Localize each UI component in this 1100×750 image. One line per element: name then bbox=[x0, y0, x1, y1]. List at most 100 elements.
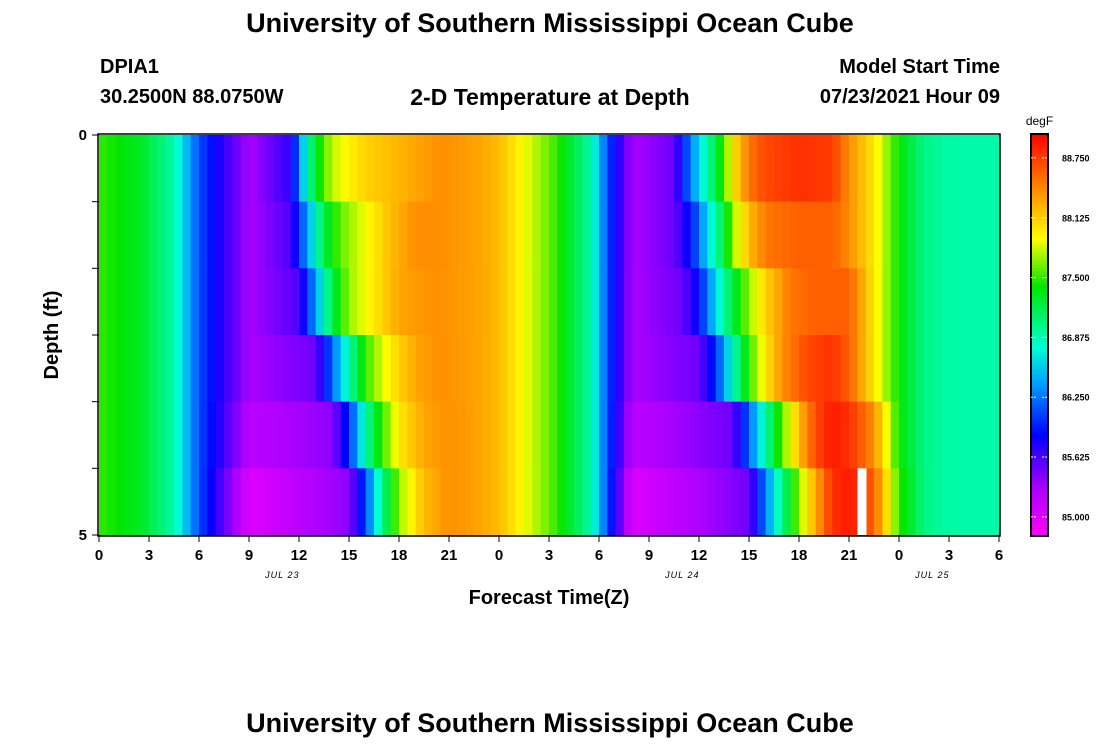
heat-cell bbox=[149, 135, 158, 203]
colorbar-swatch bbox=[1031, 201, 1048, 205]
heat-cell bbox=[207, 135, 217, 203]
heat-cell bbox=[957, 401, 967, 469]
colorbar-swatch bbox=[1031, 134, 1048, 138]
heat-cell bbox=[265, 268, 275, 336]
heat-cell bbox=[365, 268, 375, 336]
heat-cell bbox=[790, 401, 800, 469]
heat-cell bbox=[515, 135, 525, 203]
heat-cell bbox=[649, 335, 658, 403]
heat-cell bbox=[715, 268, 725, 336]
heat-cell bbox=[165, 401, 175, 469]
colorbar-swatch bbox=[1031, 237, 1048, 242]
colorbar-swatch bbox=[1031, 475, 1048, 480]
heat-cell bbox=[249, 335, 258, 403]
colorbar-swatch bbox=[1031, 469, 1048, 473]
heat-cell bbox=[365, 201, 375, 269]
heat-cell bbox=[399, 468, 408, 536]
heat-cell bbox=[449, 135, 458, 203]
colorbar-swatch bbox=[1031, 194, 1048, 199]
heat-cell bbox=[640, 135, 650, 203]
heat-cell bbox=[474, 468, 483, 536]
heat-cell bbox=[874, 201, 883, 269]
heat-cell bbox=[249, 135, 258, 203]
heat-cell bbox=[165, 335, 175, 403]
heat-cell bbox=[732, 268, 742, 336]
heat-cell bbox=[182, 468, 192, 536]
heat-cell bbox=[782, 468, 792, 536]
model-start-label: Model Start Time bbox=[839, 56, 1000, 78]
heat-cell bbox=[640, 268, 650, 336]
heat-cell bbox=[332, 468, 342, 536]
colorbar-swatch bbox=[1031, 522, 1048, 527]
heat-cell bbox=[115, 401, 125, 469]
heat-cell bbox=[940, 135, 950, 203]
heat-cell bbox=[774, 201, 783, 269]
colorbar-swatch bbox=[1031, 388, 1048, 393]
heat-cell bbox=[499, 468, 508, 536]
heat-cell bbox=[149, 335, 158, 403]
heat-cell bbox=[865, 468, 875, 536]
heat-cell bbox=[899, 335, 908, 403]
colorbar: degF 85.000 85.625 86.250 86.875 87.500 88.125… bbox=[1026, 114, 1090, 537]
heat-cell bbox=[924, 135, 933, 203]
heat-cell bbox=[532, 268, 542, 336]
heat-cell bbox=[724, 201, 733, 269]
heat-cell bbox=[182, 268, 192, 336]
heat-cell bbox=[274, 201, 283, 269]
heat-cell bbox=[799, 468, 808, 536]
heat-cell bbox=[932, 468, 942, 536]
x-tick-label: 15 bbox=[341, 547, 358, 564]
heat-cell bbox=[157, 268, 167, 336]
heat-cell bbox=[299, 335, 308, 403]
heat-cell bbox=[465, 335, 475, 403]
colorbar-swatch bbox=[1031, 395, 1048, 400]
heat-cell bbox=[440, 401, 450, 469]
colorbar-swatch bbox=[1031, 525, 1048, 530]
heat-cell bbox=[982, 335, 992, 403]
heat-cell bbox=[207, 335, 217, 403]
heat-cell bbox=[857, 335, 867, 403]
heat-cell bbox=[299, 201, 308, 269]
heat-cell bbox=[565, 135, 575, 203]
heat-cell bbox=[357, 268, 367, 336]
heat-cell bbox=[149, 401, 158, 469]
colorbar-swatch bbox=[1031, 448, 1048, 453]
heat-cell bbox=[574, 335, 583, 403]
heat-cell bbox=[632, 468, 642, 536]
heat-cell bbox=[690, 268, 700, 336]
heat-cell bbox=[532, 201, 542, 269]
heat-cell bbox=[157, 335, 167, 403]
heat-cell bbox=[265, 201, 275, 269]
colorbar-swatch bbox=[1031, 341, 1048, 346]
heat-cell bbox=[499, 201, 508, 269]
heat-cell bbox=[349, 468, 358, 536]
heat-cell bbox=[107, 201, 117, 269]
heat-cell bbox=[440, 268, 450, 336]
colorbar-swatch bbox=[1031, 281, 1048, 286]
heat-cell bbox=[374, 401, 383, 469]
colorbar-swatch bbox=[1031, 438, 1048, 443]
heat-cell bbox=[649, 135, 658, 203]
heat-cell bbox=[415, 468, 425, 536]
heat-cell bbox=[540, 335, 550, 403]
heat-cell bbox=[757, 468, 767, 536]
heat-cell bbox=[915, 335, 925, 403]
heat-cell bbox=[815, 201, 825, 269]
heat-cell bbox=[749, 135, 758, 203]
heat-cell bbox=[632, 201, 642, 269]
heat-cell bbox=[815, 468, 825, 536]
heat-cell bbox=[490, 268, 500, 336]
heat-cell bbox=[615, 468, 625, 536]
heat-cell bbox=[924, 401, 933, 469]
heat-cell bbox=[357, 135, 367, 203]
colorbar-swatch bbox=[1031, 227, 1048, 232]
heat-cell bbox=[474, 135, 483, 203]
heat-cell bbox=[890, 468, 900, 536]
heat-cell bbox=[915, 401, 925, 469]
heat-cell bbox=[640, 401, 650, 469]
heat-cell bbox=[832, 135, 842, 203]
heat-cell bbox=[124, 335, 133, 403]
heat-cell bbox=[365, 335, 375, 403]
heat-cell bbox=[265, 135, 275, 203]
heat-cell bbox=[165, 135, 175, 203]
